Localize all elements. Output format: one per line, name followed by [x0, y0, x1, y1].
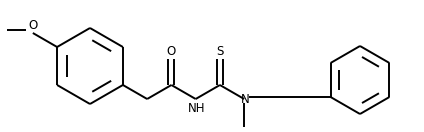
Text: O: O	[167, 45, 176, 58]
Text: N: N	[241, 93, 250, 105]
Text: NH: NH	[188, 102, 205, 115]
Text: S: S	[216, 45, 223, 58]
Text: O: O	[28, 19, 37, 32]
